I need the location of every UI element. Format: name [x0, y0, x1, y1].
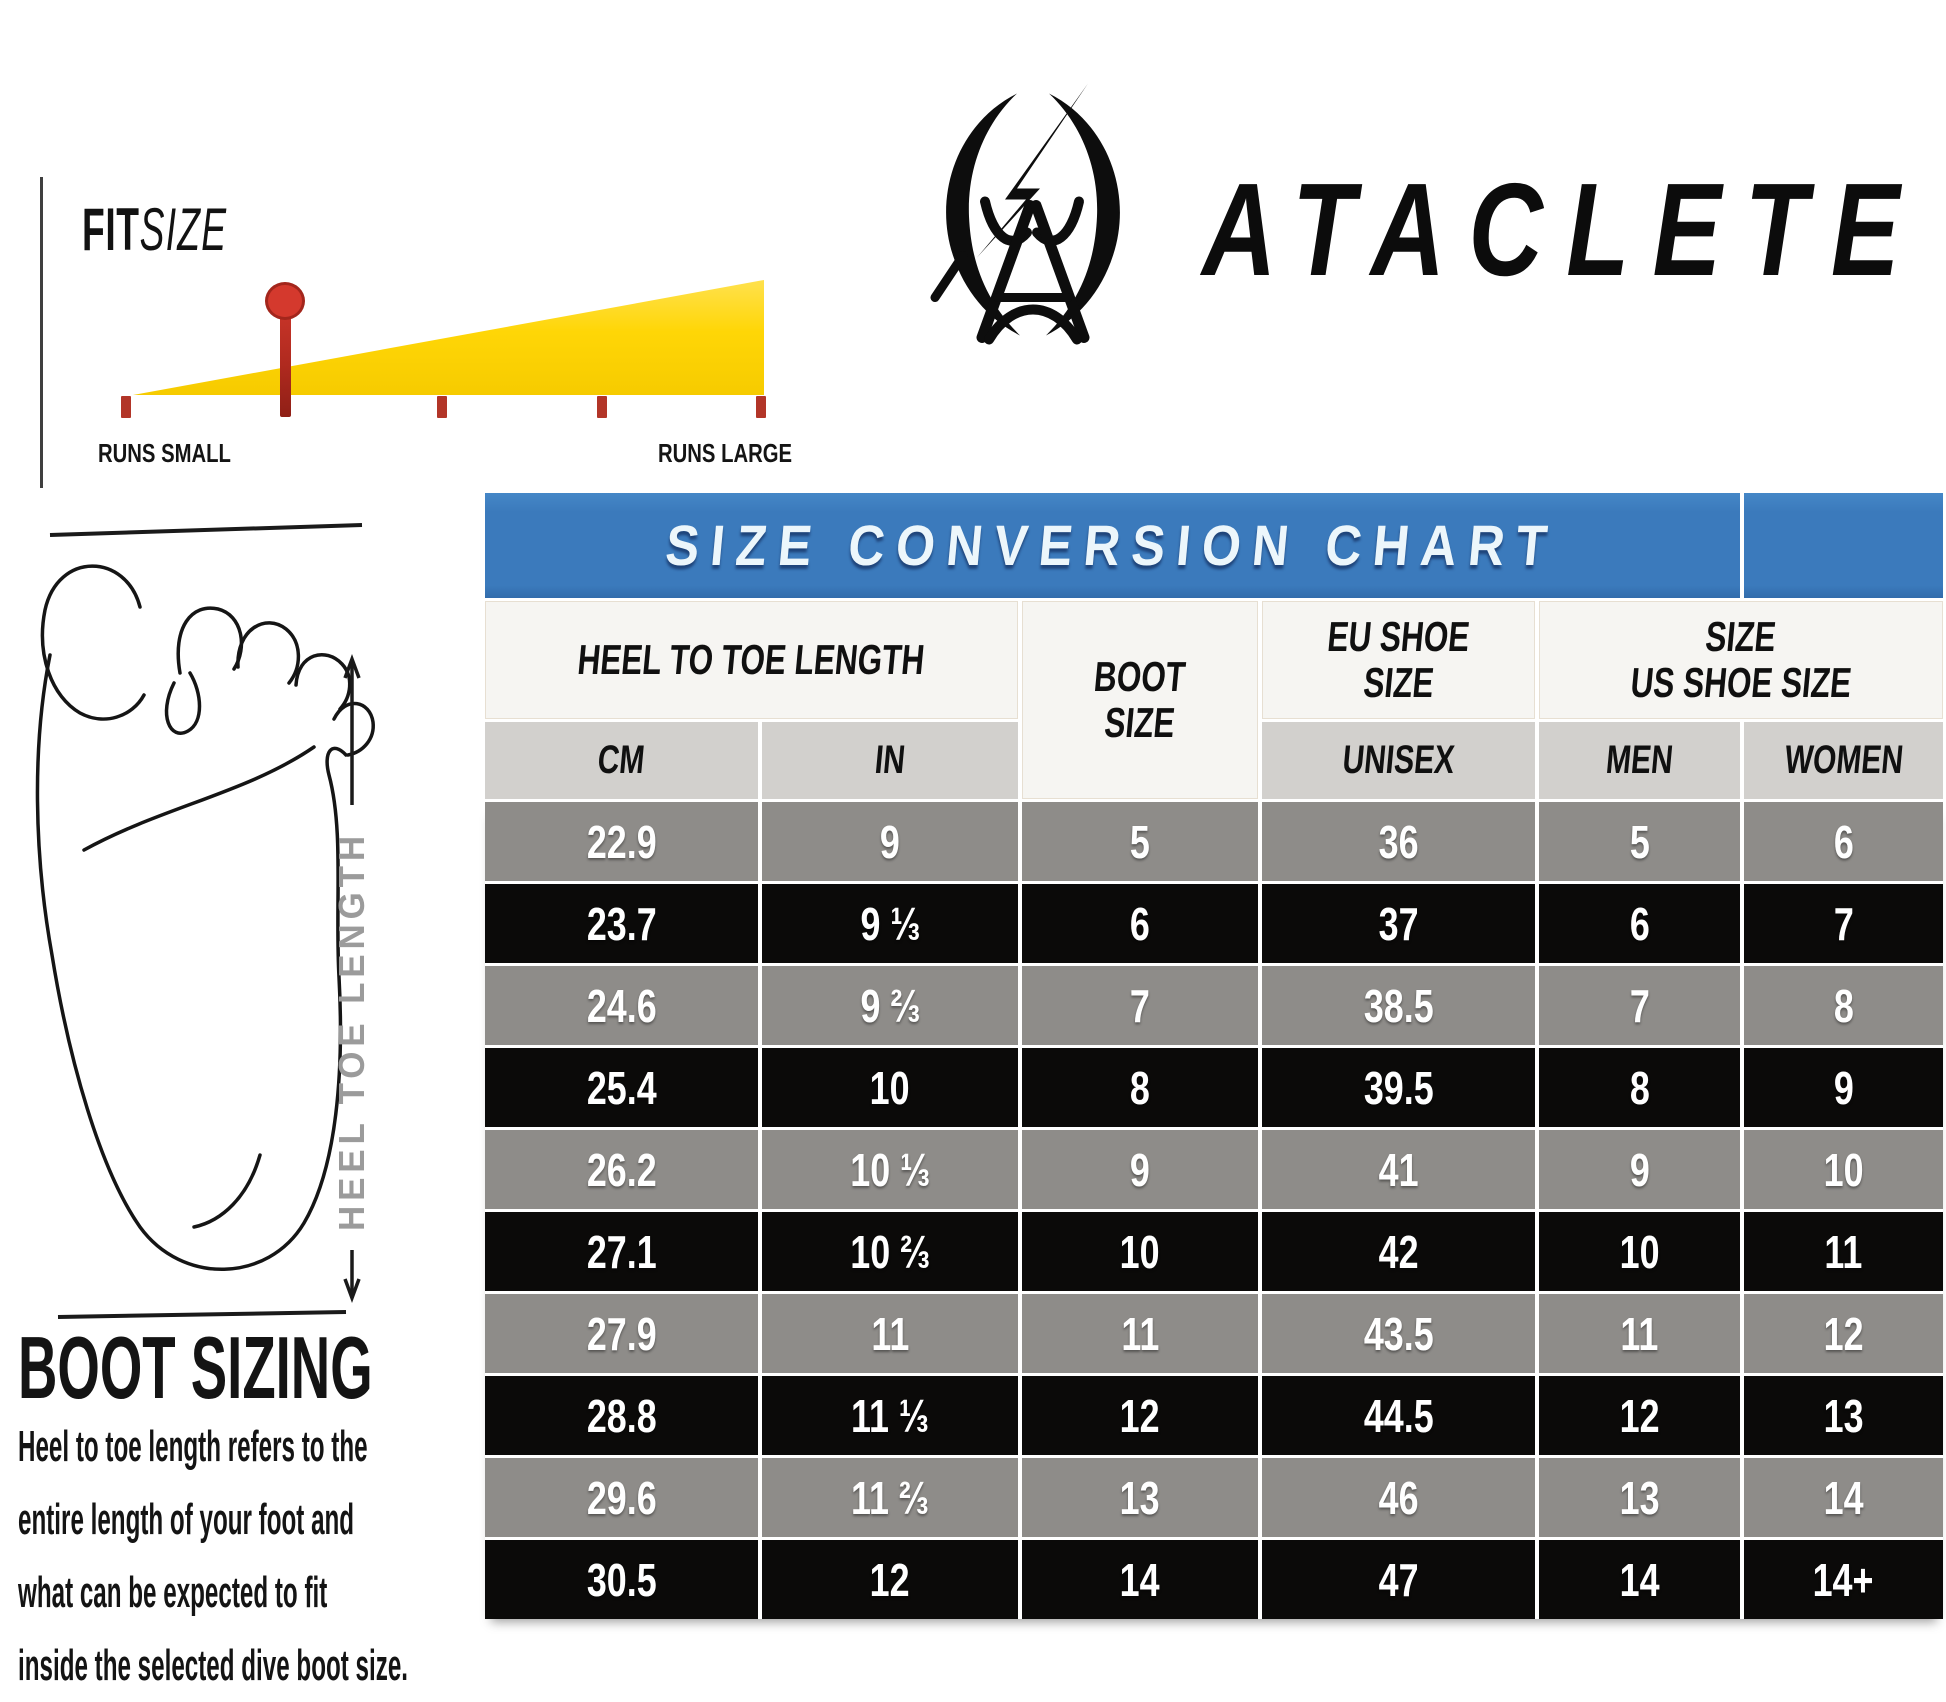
table-body: 22.9 9 5 36 5 6 23.7 9 ⅓ 6 37 6 7 24.6 9…: [485, 802, 1943, 1619]
boot-sizing-text-line: what can be expected to fit: [18, 1568, 328, 1617]
table-row: 27.1 10 ⅔ 10 42 10 11: [485, 1212, 1943, 1291]
subheader-women: WOMEN: [1744, 722, 1943, 799]
header-heel-to-toe: HEEL TO TOE LENGTH: [485, 601, 1018, 719]
boot-sizing-text-line: inside the selected dive boot size.: [18, 1641, 409, 1690]
table-row: 29.6 11 ⅔ 13 46 13 14: [485, 1458, 1943, 1537]
table-row: 23.7 9 ⅓ 6 37 6 7: [485, 884, 1943, 963]
foot-measurement-diagram: HEEL TOE LENGTH: [35, 523, 375, 1319]
boot-sizing-section: BOOT SIZING Heel to toe length refers to…: [18, 1318, 727, 1702]
gauge-tick-icon: [756, 396, 766, 418]
left-divider-line: [40, 177, 43, 488]
runs-small-label: RUNS SMALL: [98, 438, 231, 468]
gauge-pin-marker-icon: [265, 282, 305, 320]
subheader-unisex: UNISEX: [1262, 722, 1535, 799]
toe-line: [49, 523, 363, 537]
table-header: SIZE CONVERSION CHART HEEL TO TOE LENGTH…: [485, 493, 1943, 799]
fit-gauge-triangle: [133, 280, 764, 395]
chart-title: SIZE CONVERSION CHART: [663, 513, 1562, 578]
ataclete-bird-logo-icon: [930, 83, 1120, 345]
table-row: 22.9 9 5 36 5 6: [485, 802, 1943, 881]
gauge-tick-icon: [121, 396, 131, 418]
header-boot-size: BOOT SIZE: [1022, 601, 1258, 799]
brand-name: ATACLETE: [1202, 156, 1924, 303]
table-row: 27.9 11 11 43.5 11 12: [485, 1294, 1943, 1373]
size-conversion-chart: SIZE CONVERSION CHART HEEL TO TOE LENGTH…: [485, 493, 1943, 1622]
subheader-cm: CM: [485, 722, 758, 799]
table-row: 24.6 9 ⅔ 7 38.5 7 8: [485, 966, 1943, 1045]
header-us-shoe-size: SIZE US SHOE SIZE: [1539, 601, 1943, 719]
boot-sizing-heading: BOOT SIZING: [18, 1318, 373, 1417]
table-row: 26.2 10 ⅓ 9 41 9 10: [485, 1130, 1943, 1209]
boot-sizing-text-line: Heel to toe length refers to the: [18, 1422, 368, 1471]
table-row: 28.8 11 ⅓ 12 44.5 12 13: [485, 1376, 1943, 1455]
arrow-down-icon: [343, 1250, 361, 1304]
size-label: SIZE: [139, 196, 228, 263]
chart-title-cell: SIZE CONVERSION CHART: [485, 493, 1740, 598]
heel-toe-length-label: HEEL TOE LENGTH: [331, 831, 372, 1231]
arrow-up-icon: [343, 653, 361, 805]
fit-size-title: FITSIZE: [82, 200, 316, 260]
foot-outline-icon: [35, 564, 375, 1271]
table-row: 25.4 10 8 39.5 8 9: [485, 1048, 1943, 1127]
subheader-in: IN: [762, 722, 1018, 799]
fit-label: FIT: [82, 196, 140, 263]
header-eu-shoe-size: EU SHOE SIZE: [1262, 601, 1535, 719]
runs-large-label: RUNS LARGE: [658, 438, 793, 468]
gauge-tick-icon: [597, 396, 607, 418]
gauge-pin-stem: [280, 299, 291, 417]
gauge-tick-icon: [437, 396, 447, 418]
chart-title-spacer-cell: [1744, 493, 1943, 598]
table-row: 30.5 12 14 47 14 14+: [485, 1540, 1943, 1619]
subheader-men: MEN: [1539, 722, 1740, 799]
heel-line: [57, 1310, 347, 1319]
boot-sizing-text-line: entire length of your foot and: [18, 1495, 355, 1544]
